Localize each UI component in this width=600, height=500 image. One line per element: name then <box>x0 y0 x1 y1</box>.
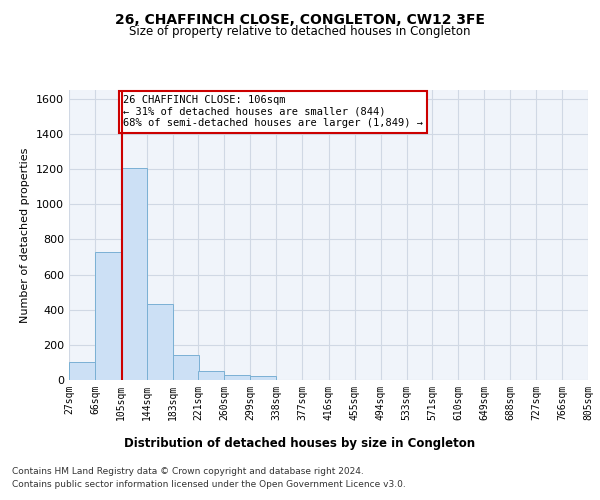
Text: Contains public sector information licensed under the Open Government Licence v3: Contains public sector information licen… <box>12 480 406 489</box>
Bar <box>95 252 121 380</box>
Text: Size of property relative to detached houses in Congleton: Size of property relative to detached ho… <box>129 25 471 38</box>
Y-axis label: Number of detached properties: Number of detached properties <box>20 148 31 322</box>
Bar <box>173 354 199 380</box>
Text: 26, CHAFFINCH CLOSE, CONGLETON, CW12 3FE: 26, CHAFFINCH CLOSE, CONGLETON, CW12 3FE <box>115 12 485 26</box>
Bar <box>121 168 147 380</box>
Bar <box>69 362 95 380</box>
Bar <box>224 374 250 380</box>
Text: 26 CHAFFINCH CLOSE: 106sqm
← 31% of detached houses are smaller (844)
68% of sem: 26 CHAFFINCH CLOSE: 106sqm ← 31% of deta… <box>123 96 423 128</box>
Text: Contains HM Land Registry data © Crown copyright and database right 2024.: Contains HM Land Registry data © Crown c… <box>12 468 364 476</box>
Text: Distribution of detached houses by size in Congleton: Distribution of detached houses by size … <box>124 438 476 450</box>
Bar <box>199 371 224 380</box>
Bar <box>250 376 277 380</box>
Bar <box>147 304 173 380</box>
